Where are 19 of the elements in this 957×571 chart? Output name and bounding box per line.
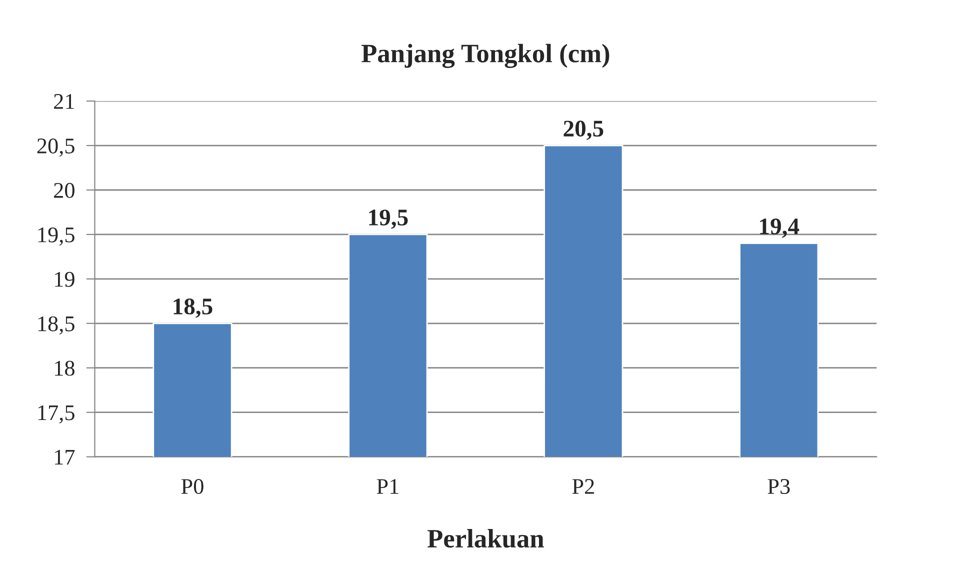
y-tick-label: 18,5 <box>38 316 74 335</box>
y-tick-label: 17,5 <box>38 405 74 424</box>
x-tick-label: P0 <box>181 478 204 494</box>
y-tick-label: 20 <box>54 182 74 198</box>
y-tick-label: 19,5 <box>38 227 74 246</box>
data-label: 19,5 <box>369 210 408 229</box>
y-tick-label: 20,5 <box>37 138 74 157</box>
y-tick-label: 19 <box>55 272 74 287</box>
data-label: 20,5 <box>564 120 604 140</box>
y-tick-label: 17 <box>55 450 75 465</box>
x-axis-title: Perlakuan <box>427 529 544 548</box>
x-tick-label: P2 <box>572 479 594 494</box>
y-tick-label: 21 <box>54 94 74 109</box>
chart-title: Panjang Tongkol (cm) <box>361 44 610 68</box>
data-label: 19,4 <box>760 218 800 238</box>
x-tick-label: P1 <box>376 479 398 494</box>
data-label: 18,5 <box>174 298 212 318</box>
x-tick-label: P3 <box>768 479 790 494</box>
y-tick-label: 18 <box>55 360 74 376</box>
